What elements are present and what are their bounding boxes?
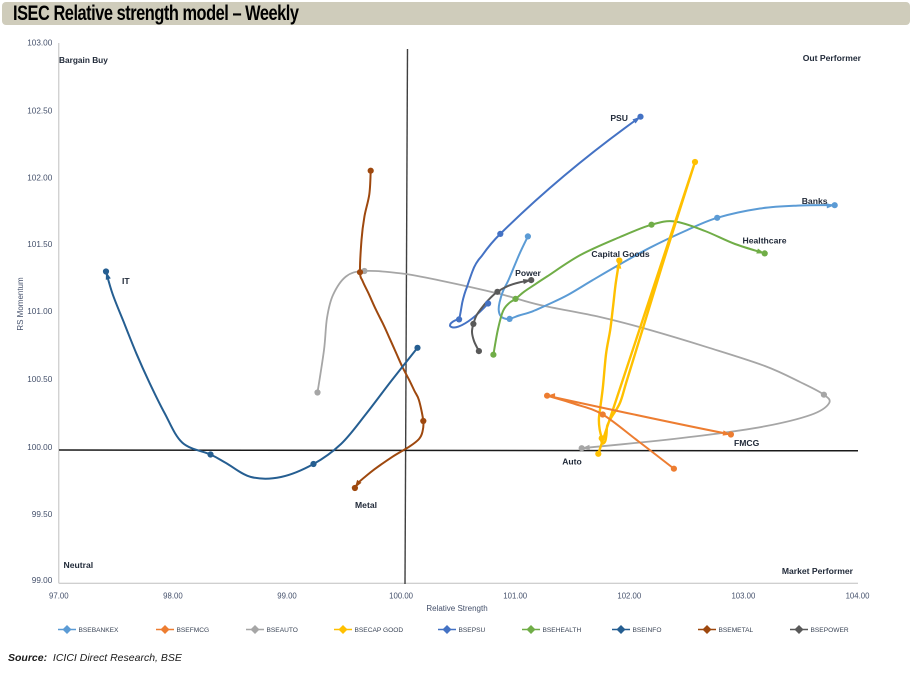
svg-text:IT: IT [122,276,130,286]
svg-text:Power: Power [515,268,541,278]
svg-text:102.50: 102.50 [27,106,52,115]
svg-text:99.00: 99.00 [32,576,53,585]
svg-text:Neutral: Neutral [64,560,94,570]
svg-text:Banks: Banks [802,196,828,206]
svg-text:Healthcare: Healthcare [743,236,787,246]
svg-text:104.00: 104.00 [846,591,871,600]
svg-text:Auto: Auto [562,457,582,467]
svg-text:Market Performer: Market Performer [782,566,854,576]
svg-text:BSEFMCG: BSEFMCG [177,627,210,634]
svg-text:100.00: 100.00 [389,591,414,600]
svg-text:BSEINFO: BSEINFO [633,627,662,634]
svg-text:103.00: 103.00 [731,591,756,600]
svg-text:Bargain Buy: Bargain Buy [59,55,108,65]
svg-text:BSEAUTO: BSEAUTO [267,627,298,634]
svg-text:99.50: 99.50 [32,510,53,519]
svg-text:100.50: 100.50 [27,375,52,384]
svg-text:100.00: 100.00 [27,443,52,452]
svg-text:102.00: 102.00 [617,591,642,600]
svg-text:102.00: 102.00 [27,173,52,182]
svg-text:Capital Goods: Capital Goods [591,249,649,259]
svg-text:Out Performer: Out Performer [803,53,862,63]
svg-text:103.00: 103.00 [27,39,52,48]
svg-text:97.00: 97.00 [49,591,69,600]
svg-text:BSEPOWER: BSEPOWER [811,627,849,634]
svg-text:FMCG: FMCG [734,438,760,448]
svg-text:99.00: 99.00 [277,591,297,600]
svg-text:101.00: 101.00 [503,591,528,600]
svg-text:BSEBANKEX: BSEBANKEX [79,627,120,634]
svg-text:Relative Strength: Relative Strength [426,604,487,613]
svg-text:PSU: PSU [610,113,628,123]
svg-text:BSEMETAL: BSEMETAL [719,627,754,634]
svg-text:Metal: Metal [355,500,377,510]
svg-text:RS Momentum: RS Momentum [16,277,25,331]
svg-text:BSEHEALTH: BSEHEALTH [543,627,582,634]
svg-text:101.00: 101.00 [27,307,52,316]
svg-text:BSECAP GOOD: BSECAP GOOD [355,627,404,634]
svg-text:BSEPSU: BSEPSU [459,627,486,634]
svg-text:101.50: 101.50 [27,240,52,249]
svg-text:98.00: 98.00 [163,591,183,600]
